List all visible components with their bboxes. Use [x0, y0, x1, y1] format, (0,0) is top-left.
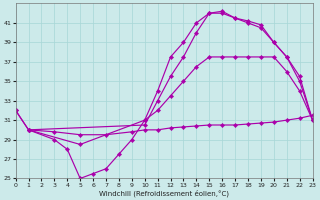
- X-axis label: Windchill (Refroidissement éolien,°C): Windchill (Refroidissement éolien,°C): [99, 189, 229, 197]
